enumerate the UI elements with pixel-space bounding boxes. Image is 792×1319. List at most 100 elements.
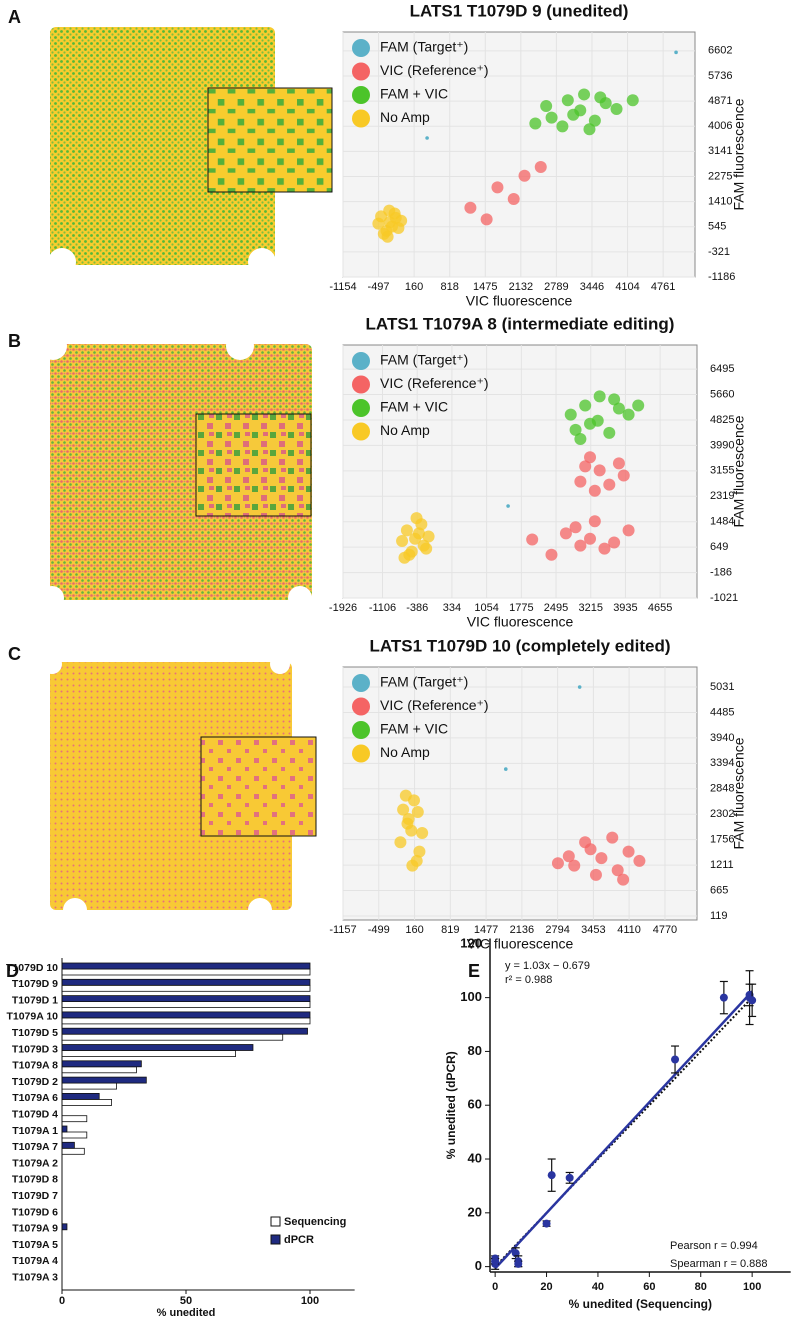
legend-label: FAM + VIC	[380, 399, 448, 415]
data-point	[503, 767, 508, 771]
data-point	[579, 399, 592, 412]
fit-line	[494, 990, 754, 1270]
annotation: y = 1.03x − 0.679	[505, 960, 590, 972]
y-tick-label: T1079D 10	[6, 962, 58, 974]
y-tick-label: 1410	[708, 196, 732, 208]
bar	[61, 1066, 137, 1074]
legend-label: No Amp	[380, 744, 430, 760]
y-tick-label: 3394	[710, 757, 734, 769]
x-axis-label: % unedited	[157, 1307, 216, 1319]
data-point	[574, 475, 587, 488]
chip-image	[42, 654, 317, 922]
x-tick-label: 4655	[648, 602, 672, 614]
y-tick-label: T1079A 8	[12, 1060, 58, 1072]
data-point	[413, 845, 426, 858]
panel-label: E	[468, 961, 480, 981]
x-tick-label: 0	[492, 1281, 498, 1293]
y-tick-label: 1211	[710, 859, 734, 871]
data-point	[511, 1249, 520, 1258]
panel-label: A	[8, 7, 21, 27]
x-tick-label: 3215	[579, 602, 603, 614]
y-axis-label: FAM fluorescence	[731, 415, 747, 527]
y-tick-label: T1079A 2	[12, 1157, 58, 1169]
x-tick-label: -1926	[329, 602, 357, 614]
y-tick-label: 665	[710, 884, 728, 896]
data-point	[491, 181, 504, 194]
x-tick-label: 1477	[474, 924, 498, 936]
data-point	[583, 123, 596, 136]
bar	[61, 1115, 88, 1123]
data-point	[506, 504, 510, 508]
x-tick-label: -1154	[329, 281, 356, 293]
y-axis-label: FAM fluorescence	[731, 98, 747, 210]
x-tick-label: 160	[405, 281, 423, 293]
bar	[61, 1099, 112, 1106]
legend-label: FAM (Target⁺)	[380, 674, 468, 690]
legend-label: dPCR	[284, 1234, 314, 1246]
data-point	[719, 993, 728, 1002]
legend-marker	[352, 109, 370, 128]
data-point	[381, 230, 394, 243]
data-point	[420, 542, 433, 555]
annotation: r² = 0.988	[505, 974, 552, 986]
data-point	[410, 512, 423, 525]
bar	[61, 1131, 88, 1139]
data-point	[574, 539, 587, 552]
x-tick-label: 60	[643, 1281, 655, 1293]
y-tick-label: 4871	[708, 95, 732, 107]
bar	[61, 1050, 237, 1057]
data-point	[598, 542, 611, 555]
data-point	[584, 532, 597, 545]
data-point	[411, 805, 424, 818]
y-tick-label: 40	[468, 1150, 482, 1165]
data-point	[617, 469, 630, 482]
y-tick-label: 0	[475, 1258, 482, 1273]
data-point	[574, 432, 587, 445]
data-point	[748, 996, 757, 1005]
y-tick-label: 4825	[710, 414, 734, 426]
data-point	[567, 108, 580, 121]
y-tick-label: 100	[460, 989, 482, 1004]
data-point	[406, 859, 419, 872]
legend-label: VIC (Reference⁺)	[380, 62, 489, 78]
data-point	[416, 826, 429, 839]
data-point	[396, 535, 409, 548]
y-tick-label: T1079A 4	[12, 1255, 58, 1267]
data-point	[593, 464, 606, 477]
data-point	[577, 685, 582, 689]
bar	[61, 995, 311, 1002]
data-point	[589, 868, 602, 881]
data-point	[622, 524, 635, 537]
legend-marker	[352, 697, 370, 716]
x-axis-label: VIC fluorescence	[467, 936, 574, 952]
data-point	[464, 201, 477, 214]
data-point	[632, 399, 645, 412]
data-point	[579, 460, 592, 473]
y-tick-label: 649	[710, 541, 728, 553]
plot-area	[342, 31, 696, 278]
annotation: Spearman r = 0.888	[670, 1258, 768, 1270]
data-point	[534, 161, 547, 174]
data-point	[545, 548, 558, 561]
data-point	[612, 457, 625, 470]
bar	[61, 1141, 75, 1149]
y-tick-label: 20	[468, 1204, 482, 1219]
data-point	[674, 50, 678, 55]
legend-label: No Amp	[380, 109, 430, 125]
data-point	[407, 794, 420, 807]
y-tick-label: 4485	[710, 706, 734, 718]
y-tick-label: 5736	[708, 70, 732, 82]
data-point	[588, 114, 601, 127]
data-point	[372, 217, 385, 230]
legend-marker	[352, 744, 370, 763]
y-tick-label: 6602	[708, 45, 732, 57]
chart-title: LATS1 T1079D 9 (unedited)	[410, 1, 629, 20]
y-tick-label: -1021	[710, 592, 738, 604]
y-tick-label: T1079A 7	[12, 1141, 58, 1153]
y-tick-label: 3990	[710, 439, 734, 451]
data-point	[569, 423, 582, 436]
legend-marker	[352, 422, 370, 441]
data-point	[617, 873, 630, 886]
data-point	[603, 478, 616, 491]
legend-label: No Amp	[380, 422, 430, 438]
